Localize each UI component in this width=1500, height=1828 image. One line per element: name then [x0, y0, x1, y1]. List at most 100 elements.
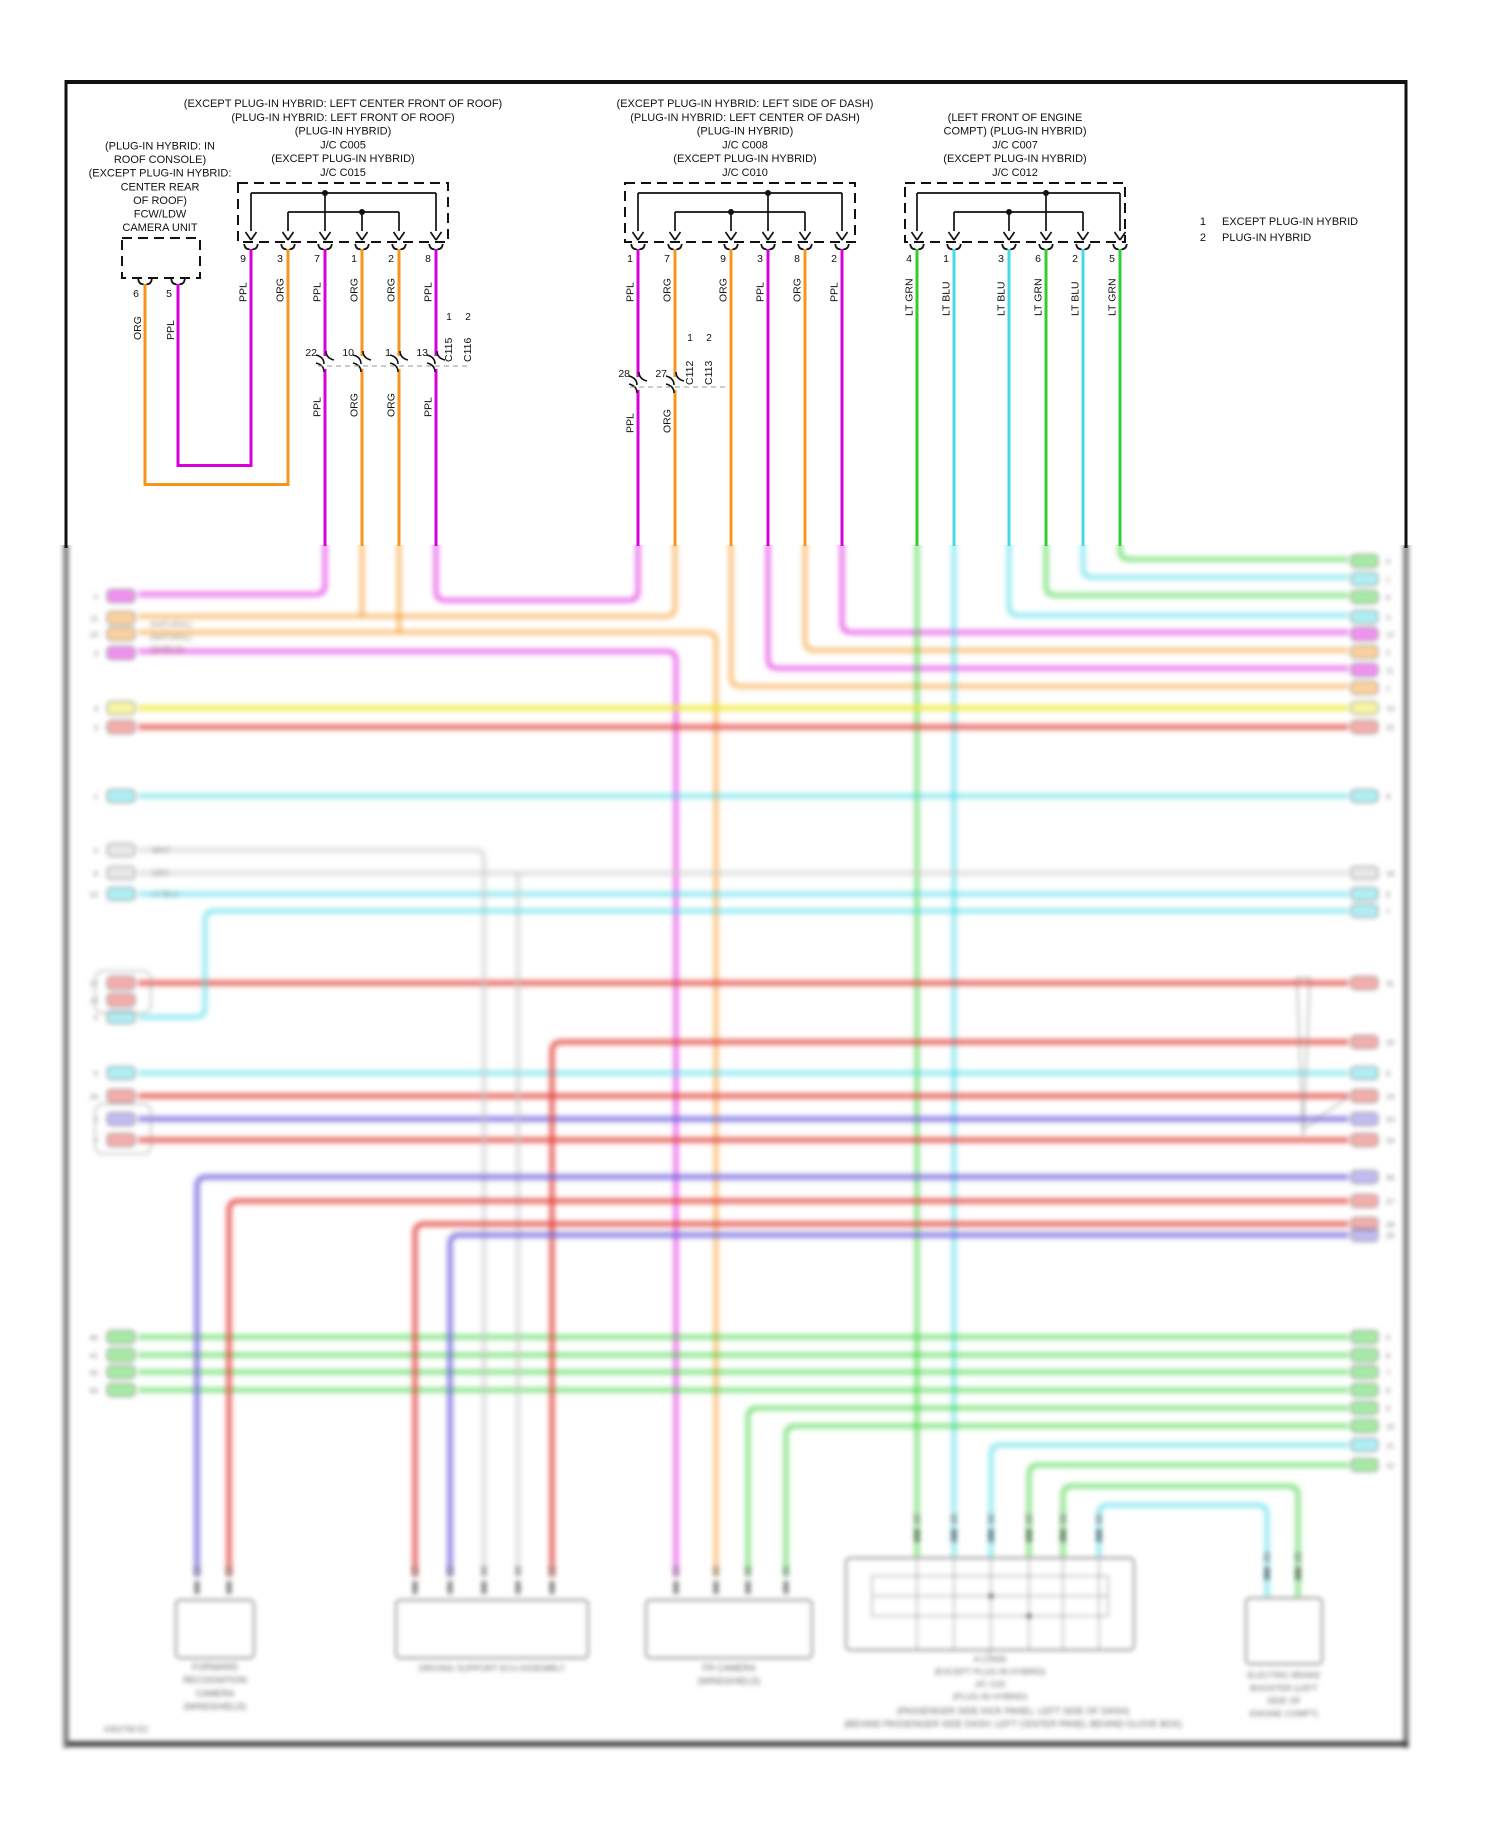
svg-text:(SHIELD): (SHIELD) [150, 645, 185, 654]
svg-text:PPL: PPL [165, 320, 177, 340]
svg-text:13: 13 [1386, 704, 1394, 713]
svg-text:27: 27 [1386, 1197, 1394, 1206]
svg-text:1: 1 [1386, 575, 1390, 584]
svg-text:6: 6 [133, 288, 139, 300]
svg-text:DRIVING SUPPORT ECU ASSEMBLY: DRIVING SUPPORT ECU ASSEMBLY [419, 1663, 565, 1673]
svg-text:FORWARD: FORWARD [192, 1662, 238, 1672]
svg-text:2: 2 [831, 253, 837, 265]
svg-text:1: 1 [446, 312, 452, 323]
svg-text:2: 2 [388, 253, 394, 265]
svg-text:C112: C112 [684, 361, 696, 385]
svg-text:6: 6 [1386, 890, 1390, 899]
svg-text:ORG: ORG [275, 278, 287, 302]
svg-text:17: 17 [90, 979, 98, 988]
svg-text:5: 5 [94, 1013, 98, 1022]
svg-text:(NATURAL): (NATURAL) [150, 620, 192, 629]
svg-text:3: 3 [998, 253, 1004, 265]
svg-text:3: 3 [757, 253, 763, 265]
svg-text:29: 29 [1386, 1231, 1394, 1240]
svg-text:10: 10 [90, 890, 98, 899]
svg-text:ELECTRIC BRAKE: ELECTRIC BRAKE [1247, 1670, 1321, 1680]
svg-text:11: 11 [1386, 1441, 1394, 1450]
svg-text:43: 43 [90, 1386, 98, 1395]
svg-text:9: 9 [240, 253, 246, 265]
svg-text:(PLUG-IN HYBRID): (PLUG-IN HYBRID) [953, 1692, 1028, 1702]
svg-text:2: 2 [465, 312, 471, 323]
svg-text:PPL: PPL [625, 282, 637, 302]
svg-text:12: 12 [1386, 630, 1394, 639]
svg-text:PPL: PPL [312, 282, 324, 302]
svg-text:(WINDSHIELD): (WINDSHIELD) [698, 1676, 761, 1686]
svg-text:BOOSTER (LEFT: BOOSTER (LEFT [1250, 1683, 1318, 1693]
svg-text:5: 5 [1386, 1333, 1390, 1342]
svg-text:ORG: ORG [349, 278, 361, 302]
svg-text:OF ROOF): OF ROOF) [133, 195, 187, 207]
svg-text:(EXCEPT PLUG-IN HYBRID:: (EXCEPT PLUG-IN HYBRID: [89, 168, 232, 180]
svg-text:(LEFT FRONT OF ENGINE: (LEFT FRONT OF ENGINE [948, 112, 1083, 124]
svg-text:PPL: PPL [238, 282, 250, 302]
svg-text:ORG: ORG [792, 278, 804, 302]
svg-text:(PLUG-IN HYBRID): (PLUG-IN HYBRID) [697, 126, 794, 138]
svg-text:ORG: ORG [662, 409, 674, 433]
svg-text:8: 8 [94, 869, 98, 878]
svg-text:LT GRN: LT GRN [1107, 278, 1119, 316]
svg-text:1: 1 [687, 333, 693, 344]
svg-text:(EXCEPT PLUG-IN HYBRID): (EXCEPT PLUG-IN HYBRID) [935, 1667, 1046, 1677]
svg-text:CAMERA UNIT: CAMERA UNIT [122, 222, 197, 234]
svg-text:LT BLU: LT BLU [941, 281, 953, 316]
svg-text:5: 5 [1109, 253, 1115, 265]
svg-text:41: 41 [90, 1351, 98, 1360]
svg-text:12: 12 [1386, 1461, 1394, 1470]
svg-text:GRY: GRY [152, 869, 170, 878]
svg-text:J/C C012: J/C C012 [992, 167, 1038, 179]
svg-text:LT GRN: LT GRN [1033, 278, 1045, 316]
svg-text:C113: C113 [703, 361, 715, 385]
svg-text:8: 8 [1386, 1069, 1390, 1078]
svg-text:1: 1 [94, 792, 98, 801]
svg-text:11: 11 [1386, 666, 1394, 675]
svg-text:J/C C02: J/C C02 [975, 1679, 1006, 1689]
svg-text:16: 16 [90, 1092, 98, 1101]
svg-text:5: 5 [166, 288, 172, 300]
svg-text:CAMERA: CAMERA [196, 1688, 235, 1698]
svg-text:8: 8 [1386, 1386, 1390, 1395]
svg-text:(BEHIND PASSENGER SIDE DASH: L: (BEHIND PASSENGER SIDE DASH: LEFT CENTER… [844, 1719, 1182, 1729]
svg-text:6: 6 [94, 1115, 98, 1124]
svg-text:2: 2 [706, 333, 712, 344]
svg-text:PPL: PPL [423, 397, 435, 417]
svg-text:7: 7 [314, 253, 320, 265]
svg-text:(EXCEPT PLUG-IN HYBRID: LEFT C: (EXCEPT PLUG-IN HYBRID: LEFT CENTER FRON… [184, 98, 502, 110]
svg-text:LT GRN: LT GRN [904, 278, 916, 316]
svg-text:RECOGNITION: RECOGNITION [183, 1675, 247, 1685]
svg-text:18: 18 [90, 996, 98, 1005]
svg-text:19: 19 [1386, 1092, 1394, 1101]
svg-text:PLUG-IN HYBRID: PLUG-IN HYBRID [1222, 232, 1311, 244]
svg-text:J/C C005: J/C C005 [320, 139, 366, 151]
svg-text:FR CAMERA: FR CAMERA [702, 1663, 755, 1673]
svg-text:10: 10 [1386, 1422, 1394, 1431]
svg-text:1: 1 [1200, 216, 1206, 228]
svg-text:10: 10 [90, 630, 98, 639]
svg-text:4: 4 [1386, 557, 1390, 566]
svg-text:COMPT) (PLUG-IN HYBRID): COMPT) (PLUG-IN HYBRID) [944, 126, 1087, 138]
svg-text:8: 8 [425, 253, 431, 265]
svg-text:23: 23 [1386, 1115, 1394, 1124]
svg-text:9: 9 [720, 253, 726, 265]
svg-text:28: 28 [618, 368, 630, 380]
svg-text:27: 27 [655, 368, 667, 380]
svg-text:7: 7 [664, 253, 670, 265]
svg-text:3: 3 [1386, 613, 1390, 622]
svg-text:9: 9 [1386, 792, 1390, 801]
svg-text:ORG: ORG [386, 278, 398, 302]
svg-text:ORG: ORG [718, 278, 730, 302]
svg-text:LT BLU: LT BLU [152, 890, 179, 899]
svg-text:5: 5 [94, 1069, 98, 1078]
svg-text:1: 1 [627, 253, 633, 265]
svg-text:7: 7 [1386, 1368, 1390, 1377]
svg-text:LT BLU: LT BLU [996, 281, 1008, 316]
svg-text:25: 25 [1386, 1038, 1394, 1047]
svg-text:ORG: ORG [132, 316, 144, 340]
svg-text:PPL: PPL [312, 397, 324, 417]
svg-text:PPL: PPL [423, 282, 435, 302]
svg-text:24: 24 [1386, 1136, 1394, 1145]
